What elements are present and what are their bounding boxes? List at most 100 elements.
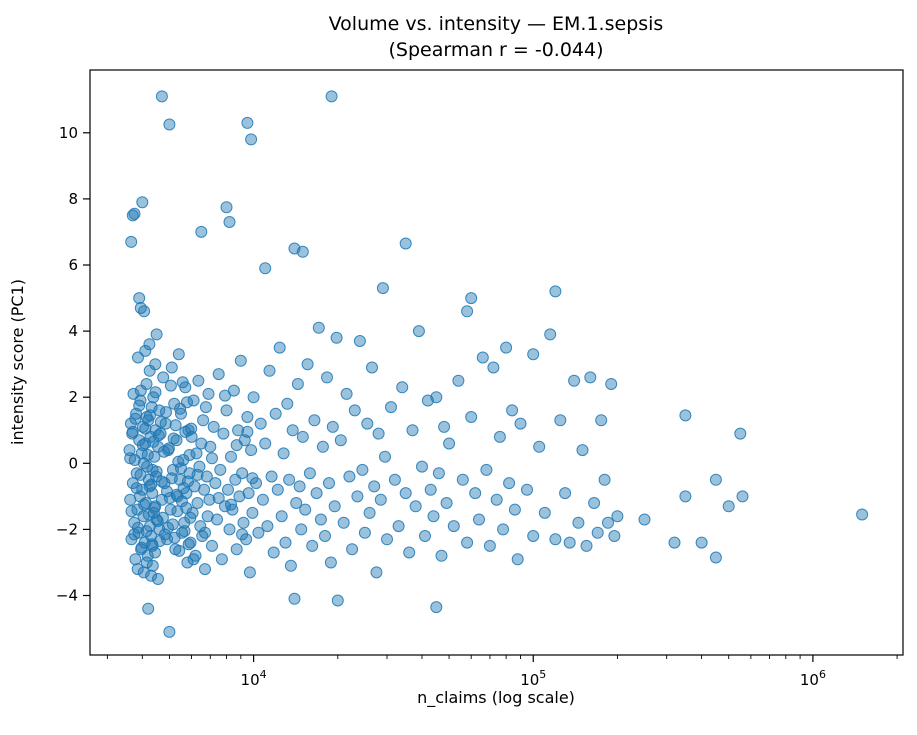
data-point (572, 516, 585, 529)
data-point (396, 381, 409, 394)
data-point (217, 427, 230, 440)
data-point (141, 449, 154, 461)
data-point (321, 371, 333, 384)
data-point (175, 407, 187, 420)
data-point (301, 358, 314, 371)
data-point (591, 526, 604, 539)
data-point (246, 506, 259, 519)
data-point (173, 544, 186, 557)
data-point (549, 533, 562, 546)
data-point (306, 539, 319, 552)
data-point (476, 351, 489, 364)
data-point (308, 414, 321, 427)
data-point (443, 437, 456, 450)
data-point (233, 490, 246, 503)
data-point (409, 500, 422, 513)
data-point (225, 450, 237, 463)
data-point (187, 553, 200, 566)
data-point (243, 566, 256, 579)
data-point (273, 341, 286, 354)
data-point (709, 473, 722, 486)
y-tick-label: −2 (56, 520, 78, 538)
axes-spines (89, 69, 904, 656)
data-point (312, 321, 325, 334)
data-point (291, 378, 304, 390)
data-point (608, 530, 621, 542)
data-point (143, 338, 156, 351)
data-point (197, 414, 210, 427)
data-point (296, 245, 309, 258)
data-point (189, 549, 202, 562)
data-point (139, 344, 152, 357)
data-point (165, 361, 178, 374)
data-point (288, 592, 301, 605)
data-point (211, 513, 223, 526)
data-point (424, 483, 437, 496)
data-point (198, 483, 211, 496)
data-point (330, 331, 343, 344)
data-point (175, 495, 188, 508)
data-point (164, 379, 177, 392)
y-tick-label: 8 (68, 190, 78, 208)
data-point (559, 487, 572, 500)
data-point (605, 378, 618, 390)
data-point (514, 417, 527, 430)
data-point (241, 425, 254, 438)
data-point (227, 384, 240, 397)
data-point (668, 536, 681, 549)
y-tick-label: 6 (68, 256, 78, 274)
data-point (254, 417, 267, 430)
data-points-group (123, 90, 869, 638)
data-point (403, 546, 416, 559)
data-point (299, 503, 312, 516)
data-point (222, 483, 234, 496)
data-point (346, 543, 359, 556)
data-point (219, 389, 231, 402)
data-point (163, 625, 176, 638)
data-point (314, 513, 327, 526)
data-point (129, 553, 142, 566)
data-point (487, 361, 500, 374)
data-point (368, 480, 381, 493)
data-point (199, 401, 212, 414)
data-point (133, 292, 146, 305)
data-point (242, 487, 255, 500)
y-axis-ticks-group: −4 −2 0 2 4 6 8 10 (56, 124, 90, 605)
data-point (374, 493, 387, 506)
data-point (126, 425, 139, 438)
data-point (281, 397, 294, 410)
data-point (295, 523, 308, 536)
data-point (140, 525, 153, 538)
data-point (200, 470, 213, 483)
data-point (267, 546, 280, 559)
data-point (134, 384, 147, 397)
data-point (432, 467, 445, 480)
data-point (181, 475, 194, 488)
data-point (252, 526, 265, 539)
data-point (237, 516, 250, 529)
data-point (220, 404, 233, 417)
data-point (269, 407, 282, 420)
data-point (284, 559, 297, 572)
data-point (379, 450, 391, 463)
data-point (328, 500, 341, 513)
data-point (438, 420, 451, 433)
data-point (157, 371, 170, 384)
data-point (576, 444, 589, 457)
data-point (165, 472, 178, 485)
data-point (568, 374, 581, 387)
data-point (195, 437, 208, 450)
data-point (331, 594, 344, 607)
data-point (163, 118, 176, 131)
data-point (230, 543, 243, 556)
data-point (356, 463, 369, 476)
data-point (388, 473, 401, 486)
data-point (348, 404, 361, 417)
data-point (129, 412, 142, 425)
data-point (171, 505, 184, 518)
data-point (324, 556, 337, 569)
data-point (209, 477, 222, 490)
data-point (223, 216, 236, 228)
data-point (144, 409, 156, 422)
data-point (181, 396, 193, 409)
